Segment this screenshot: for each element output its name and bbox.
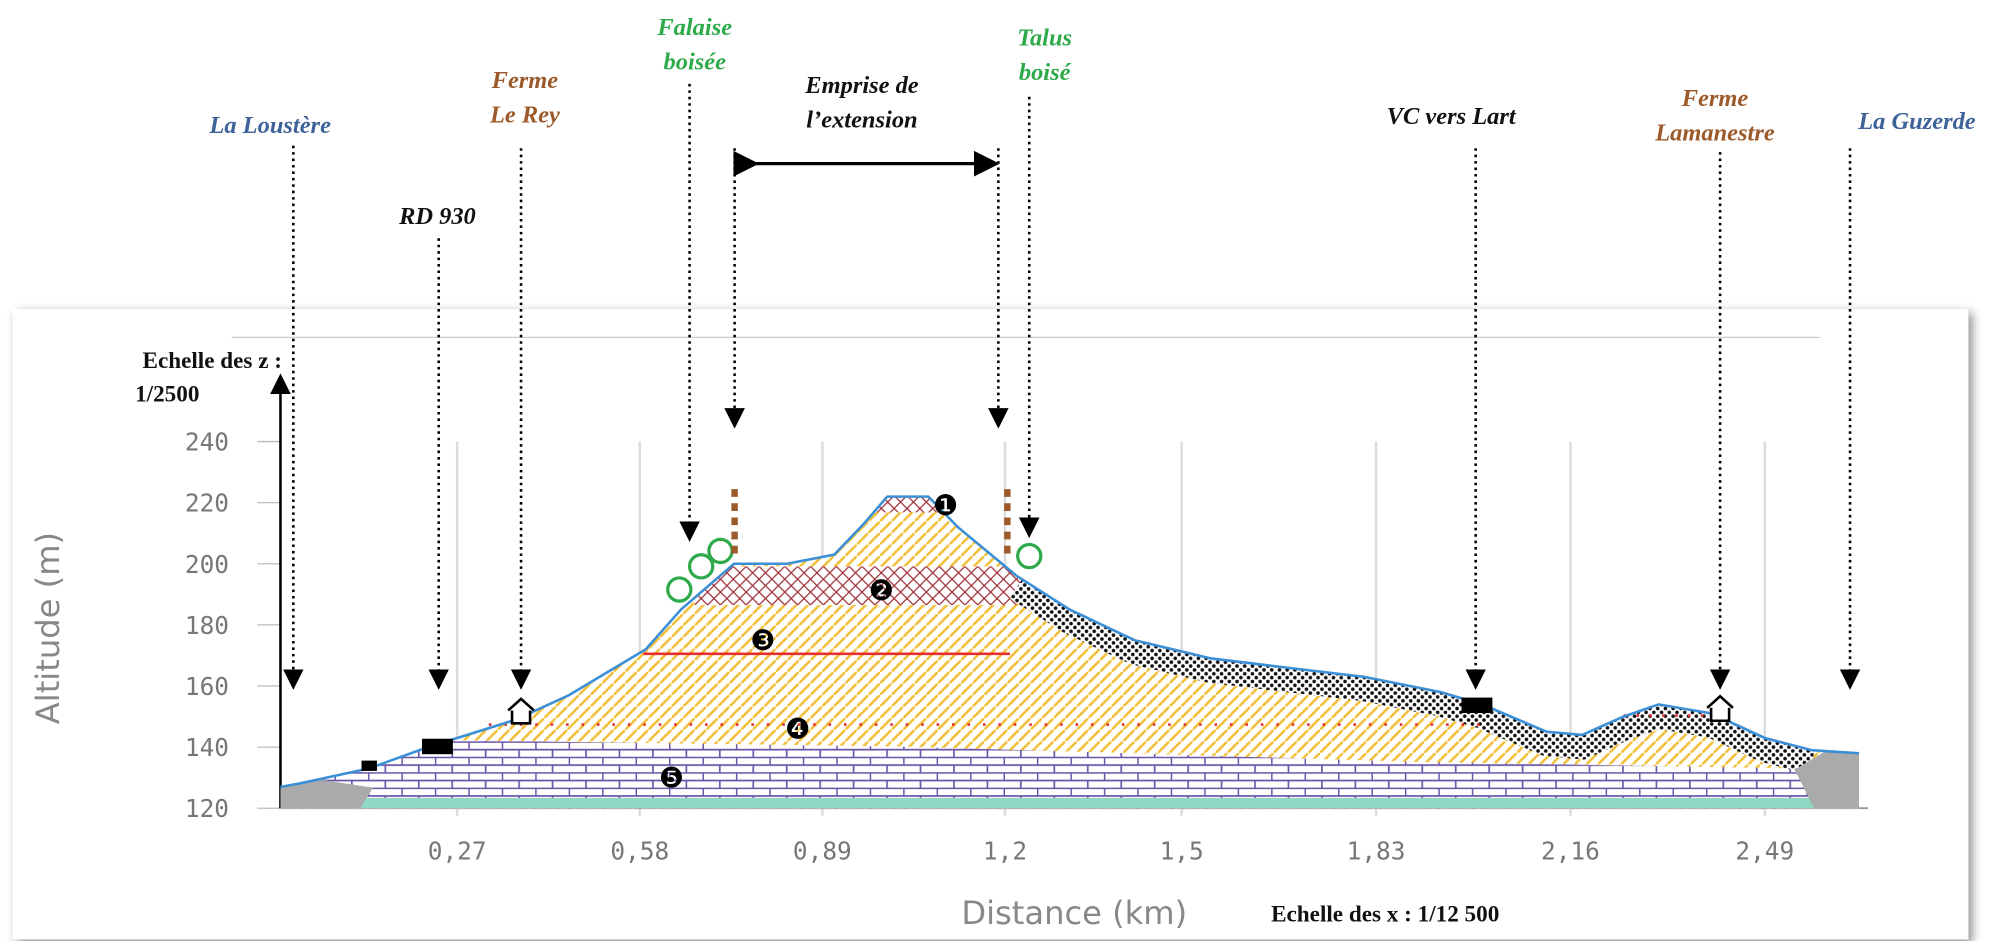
annotation-label: Talus (1017, 24, 1072, 51)
x-tick-label: 1,5 (1160, 837, 1204, 866)
alluvium (280, 797, 1860, 809)
colluvium (1009, 576, 1816, 775)
terrain-fill (280, 496, 1860, 809)
annotation-label: boisée (664, 49, 727, 76)
layer-5 (280, 740, 1860, 809)
y-axis-label: Altitude (m) (29, 532, 67, 724)
y-tick-label: 120 (185, 794, 229, 823)
road (1461, 697, 1493, 714)
x-axis-label: Distance (km) (961, 894, 1187, 932)
annotation-label: Falaise (656, 14, 732, 41)
x-tick-label: 2,49 (1735, 837, 1794, 866)
layer-number: ❷ (869, 574, 894, 607)
annotation-label: Emprise de (804, 72, 919, 99)
layer-number: ❸ (750, 624, 775, 657)
house (1706, 694, 1734, 723)
x-tick-label: 1,2 (983, 837, 1027, 866)
x-tick-label: 0,58 (610, 837, 669, 866)
layer-number: ❶ (933, 489, 958, 522)
house (507, 697, 535, 725)
annotation-label: Le Rey (489, 101, 560, 128)
x-tick-label: 0,27 (428, 837, 487, 866)
annotation-label: l’extension (806, 107, 917, 134)
annotation-label: VC vers Lart (1387, 103, 1517, 130)
annotation-label: RD 930 (398, 203, 476, 230)
z-scale: 1/2500 (135, 382, 199, 408)
tree (707, 537, 734, 565)
y-tick-label: 220 (185, 489, 229, 518)
annotation-label: boisé (1019, 59, 1072, 86)
annotation-label: Ferme (1681, 85, 1749, 112)
layer-1 (874, 496, 953, 513)
y-tick-label: 180 (185, 611, 229, 640)
annotations: ❶ ❷ ❸ ❹ ❺ La Loustère RD 930 Ferme Le Rey Falaise… (208, 14, 1975, 795)
road (361, 760, 377, 771)
x-tick-label: 1,83 (1347, 837, 1406, 866)
annotation-label: Ferme (491, 67, 559, 94)
scree-right (1794, 750, 1860, 809)
x-tick-label: 0,89 (793, 837, 852, 866)
layer-number: ❺ (659, 762, 684, 795)
y-tick-label: 140 (185, 733, 229, 762)
y-tick-label: 200 (185, 550, 229, 579)
x-tick-label: 2,16 (1541, 837, 1600, 866)
annotation-label: La Guzerde (1857, 108, 1976, 135)
plot (280, 489, 1860, 809)
y-tick-label: 240 (185, 428, 229, 457)
y-tick-label: 160 (185, 672, 229, 701)
x-scale: Echelle des x : 1/12 500 (1271, 901, 1499, 927)
tree (1016, 542, 1043, 570)
layer-2 (694, 547, 1030, 605)
annotation-label: Lamanestre (1654, 120, 1775, 147)
tree (687, 553, 715, 580)
annotation-label: La Loustère (208, 112, 331, 139)
tree (666, 576, 693, 603)
road (421, 738, 453, 755)
geology (280, 496, 1860, 809)
scree-left (280, 779, 374, 809)
z-scale: Echelle des z : (143, 348, 282, 374)
layer-number: ❹ (785, 713, 810, 746)
